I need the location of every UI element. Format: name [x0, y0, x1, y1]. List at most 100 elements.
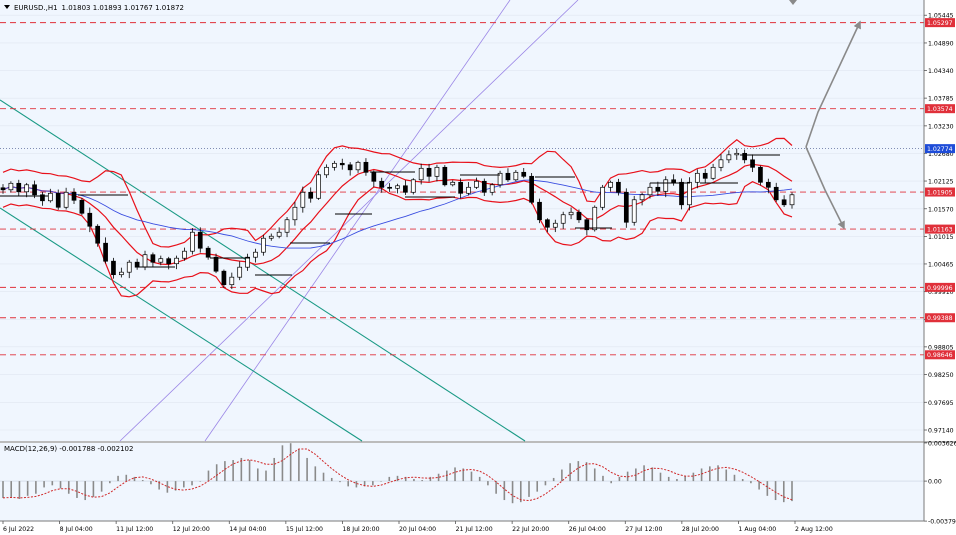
- bullish-candle-body: [142, 254, 148, 268]
- macd-tick-label: 0.00: [928, 479, 942, 486]
- time-tick-label: 11 Jul 12:00: [116, 526, 153, 533]
- macd-pane[interactable]: MACD(12,26,9) -0.001788 -0.002102: [0, 443, 924, 521]
- bullish-candle-body: [513, 171, 519, 181]
- macd-signal-line: [2, 448, 793, 502]
- macd-histogram-bar: [437, 473, 440, 482]
- macd-histogram-bar: [577, 461, 580, 482]
- bullish-candle-body: [47, 192, 53, 202]
- bullish-candle-body: [118, 271, 124, 276]
- macd-histogram-bar: [43, 481, 45, 488]
- macd-histogram-bar: [462, 468, 465, 482]
- time-axis[interactable]: 6 Jul 2022 8 Jul 04:00 11 Jul 12:00 12 Jul …: [2, 521, 833, 533]
- bearish-candle-body: [40, 194, 45, 202]
- bullish-candle-body: [268, 235, 274, 239]
- bearish-candle-body: [111, 260, 116, 276]
- level-badge: [925, 313, 955, 323]
- macd-histogram-bar: [536, 481, 539, 492]
- channel-upper-line: [204, 0, 511, 442]
- macd-histogram-bar: [183, 481, 185, 488]
- bearish-candle-body: [702, 172, 708, 179]
- price-tick-label: 0.98250: [928, 372, 954, 379]
- bollinger-middle-band: [2, 163, 793, 266]
- macd-histogram-bar: [289, 443, 292, 482]
- bullish-candle-body: [8, 182, 14, 191]
- macd-histogram-bar: [750, 481, 752, 484]
- bearish-candle-body: [79, 199, 85, 214]
- macd-histogram: [2, 443, 793, 504]
- macd-histogram-bar: [741, 479, 744, 482]
- macd-histogram-bar: [133, 476, 136, 482]
- bearish-candle-body: [655, 186, 661, 192]
- time-tick-label: 27 Jul 12:00: [625, 526, 662, 533]
- macd-histogram-bar: [51, 481, 54, 486]
- bullish-candle-body: [789, 194, 795, 206]
- macd-histogram-bar: [774, 481, 777, 501]
- macd-histogram-bar: [470, 471, 473, 482]
- bearish-candle-body: [205, 247, 211, 258]
- macd-histogram-bar: [429, 476, 432, 482]
- macd-histogram-bar: [782, 481, 785, 503]
- macd-histogram-bar: [67, 481, 70, 494]
- bullish-candle-body: [710, 166, 716, 179]
- price-pane[interactable]: EURUSD.,H1 1.01803 1.01893 1.01767 1.0187…: [0, 0, 924, 442]
- macd-histogram-bar: [528, 481, 530, 497]
- bullish-candle-body: [253, 251, 258, 258]
- bearish-candle-body: [379, 180, 385, 188]
- macd-histogram-bar: [35, 481, 37, 494]
- macd-histogram-bar: [388, 476, 391, 482]
- price-tick-label: 0.99910: [928, 289, 954, 296]
- support-resistance-levels: [0, 22, 924, 356]
- bullish-candle-body: [63, 191, 69, 208]
- macd-histogram-bar: [281, 445, 284, 482]
- macd-histogram-bar: [552, 477, 555, 482]
- macd-histogram-bar: [454, 467, 456, 482]
- bearish-candle-body: [426, 167, 432, 177]
- bearish-candle-body: [16, 182, 22, 193]
- time-tick-label: 6 Jul 2022: [3, 526, 34, 533]
- macd-histogram-bar: [339, 481, 341, 483]
- moving-average-line: [2, 179, 793, 249]
- macd-tick-label: 0.003626: [928, 440, 956, 447]
- macd-histogram-bar: [791, 481, 793, 502]
- macd-histogram-bar: [478, 476, 481, 482]
- level-badge-label: 0.99388: [927, 315, 953, 322]
- bearish-candle-body: [387, 186, 392, 189]
- macd-histogram-bar: [766, 481, 769, 496]
- bullish-candle-body: [552, 222, 558, 228]
- price-axis[interactable]: 1.05445 1.04890 1.04340 1.03785 1.03230 1.026…: [924, 13, 955, 435]
- macd-histogram-bar: [495, 481, 497, 494]
- macd-histogram-bar: [92, 481, 95, 497]
- macd-histogram-bar: [561, 469, 563, 482]
- macd-histogram-bar: [667, 476, 670, 482]
- macd-histogram-bar: [273, 457, 276, 482]
- bearish-candle-body: [347, 164, 353, 171]
- bullish-candle-body: [694, 172, 700, 183]
- macd-axis[interactable]: 0.003626 0.00 -0.003799: [924, 440, 956, 526]
- bullish-candle-body: [718, 159, 724, 168]
- chart-shift-marker-icon[interactable]: [789, 0, 797, 5]
- bearish-candle-body: [584, 219, 590, 231]
- macd-histogram-bar: [158, 481, 160, 490]
- bearish-candle-body: [481, 180, 487, 193]
- macd-histogram-bar: [544, 481, 547, 486]
- macd-histogram-bar: [232, 460, 234, 482]
- macd-histogram-bar: [758, 481, 760, 490]
- macd-histogram-bar: [150, 481, 152, 485]
- bullish-candle-body: [300, 191, 306, 208]
- bearish-candle-body: [87, 212, 93, 227]
- bearish-candle-body: [545, 219, 550, 228]
- time-tick-label: 1 Aug 04:00: [738, 526, 776, 533]
- bearish-candle-body: [537, 201, 542, 221]
- macd-histogram-bar: [347, 481, 349, 487]
- level-badge: [925, 282, 955, 292]
- bearish-candle-body: [671, 179, 677, 183]
- price-tick-label: 1.02125: [928, 179, 954, 186]
- bearish-candle-body: [197, 231, 203, 249]
- macd-histogram-bar: [487, 481, 489, 486]
- bearish-candle-body: [150, 254, 156, 263]
- bullish-candle-body: [324, 166, 329, 176]
- bullish-candle-body: [600, 186, 605, 208]
- symbol-dropdown-icon[interactable]: [4, 5, 10, 9]
- macd-histogram-bar: [602, 475, 604, 482]
- level-badge-label: 1.01905: [927, 189, 953, 196]
